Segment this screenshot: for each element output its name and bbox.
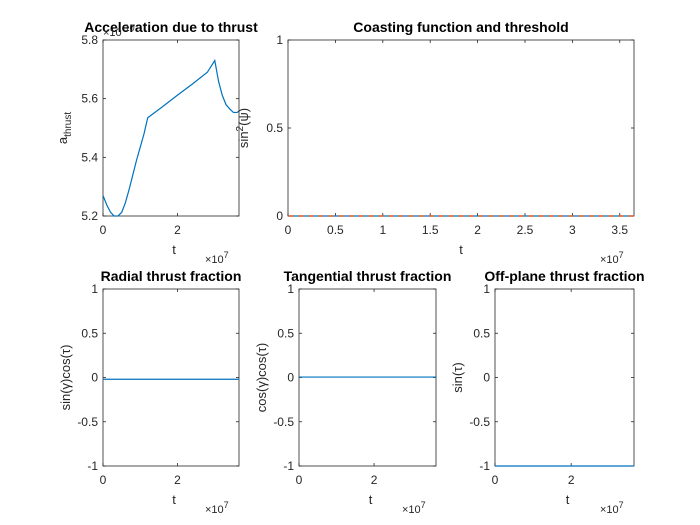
x-tick-label: 2: [174, 223, 181, 237]
y-tick-label: 0.5: [277, 326, 294, 340]
x-axis-exponent: ×107: [205, 500, 229, 516]
y-tick-label: -1: [283, 459, 294, 473]
x-tick-label: 3.5: [611, 223, 628, 237]
x-axis-exponent-exponent: 7: [224, 500, 229, 510]
y-tick-label: 5.2: [81, 209, 98, 223]
y-tick-label: 5.8: [81, 33, 98, 47]
x-axis-exponent: ×107: [402, 500, 426, 516]
axes-box: [494, 288, 635, 467]
y-tick-label: -1: [479, 459, 490, 473]
chart-title: Acceleration due to thrust: [84, 19, 258, 35]
axes-box: [287, 39, 635, 217]
x-axis-exponent-exponent: 7: [421, 500, 426, 510]
y-tick-label: -0.5: [77, 415, 98, 429]
y-tick-label: -0.5: [469, 415, 490, 429]
x-tick-label: 2: [174, 473, 181, 487]
y-axis-label: sin2(ψ): [235, 108, 251, 148]
y-tick-label: 5.6: [81, 92, 98, 106]
axes-box: [102, 39, 240, 217]
y-tick-label: 5.4: [81, 150, 98, 164]
y-axis-label: sin(τ): [450, 362, 465, 392]
x-axis-label: t: [459, 242, 463, 257]
x-tick-label: 0: [100, 473, 107, 487]
y-tick-label: 0: [287, 371, 294, 385]
y-tick-label: 0.5: [473, 326, 490, 340]
x-tick-label: 1: [379, 223, 386, 237]
y-tick-label: 1: [287, 282, 294, 296]
x-axis-exponent: ×107: [205, 250, 229, 266]
x-tick-label: 2: [474, 223, 481, 237]
y-axis-exponent-exponent: -10: [122, 23, 135, 33]
x-axis-exponent-exponent: 7: [619, 500, 624, 510]
x-tick-label: 0: [100, 223, 107, 237]
y-tick-label: 0.5: [266, 121, 283, 135]
subplot-2: 0 0.5 1 1.5 2 2.5 3 3.5 0 0.5 1 Coasting function a…: [235, 19, 635, 266]
x-axis-exponent-exponent: 7: [224, 250, 229, 260]
chart-title: Radial thrust fraction: [101, 268, 242, 284]
y-tick-label: 0: [276, 209, 283, 223]
axes-box: [102, 288, 240, 467]
y-tick-label: -0.5: [273, 415, 294, 429]
x-axis-exponent: ×107: [600, 250, 624, 266]
x-tick-label: 0: [296, 473, 303, 487]
y-axis-exponent: ×10-10: [103, 23, 135, 39]
y-axis-label: sin(γ)cos(τ): [58, 345, 73, 411]
y-tick-label: 0.5: [81, 326, 98, 340]
y-tick-label: 1: [91, 282, 98, 296]
x-axis-label: t: [172, 242, 176, 257]
y-axis-label: cos(γ)cos(τ): [254, 343, 269, 412]
x-tick-label: 2: [371, 473, 378, 487]
chart-title: Off-plane thrust fraction: [484, 268, 644, 284]
y-tick-label: 0: [91, 371, 98, 385]
x-tick-label: 0: [492, 473, 499, 487]
x-tick-label: 2: [568, 473, 575, 487]
x-axis-label: t: [566, 492, 570, 507]
x-tick-label: 2.5: [517, 223, 534, 237]
y-axis-label: athrust: [55, 112, 74, 144]
x-tick-label: 0: [285, 223, 292, 237]
y-tick-label: -1: [87, 459, 98, 473]
x-tick-label: 1.5: [422, 223, 439, 237]
x-axis-exponent: ×107: [600, 500, 624, 516]
x-axis-label: t: [369, 492, 373, 507]
y-tick-label: 1: [276, 33, 283, 47]
data-line: [102, 58, 240, 217]
chart-title: Coasting function and threshold: [353, 19, 568, 35]
y-tick-label: 0: [483, 371, 490, 385]
x-tick-label: 0.5: [327, 223, 344, 237]
chart-title: Tangential thrust fraction: [284, 268, 452, 284]
y-tick-label: 1: [483, 282, 490, 296]
x-axis-label: t: [172, 492, 176, 507]
x-tick-label: 3: [569, 223, 576, 237]
x-axis-exponent-exponent: 7: [619, 250, 624, 260]
